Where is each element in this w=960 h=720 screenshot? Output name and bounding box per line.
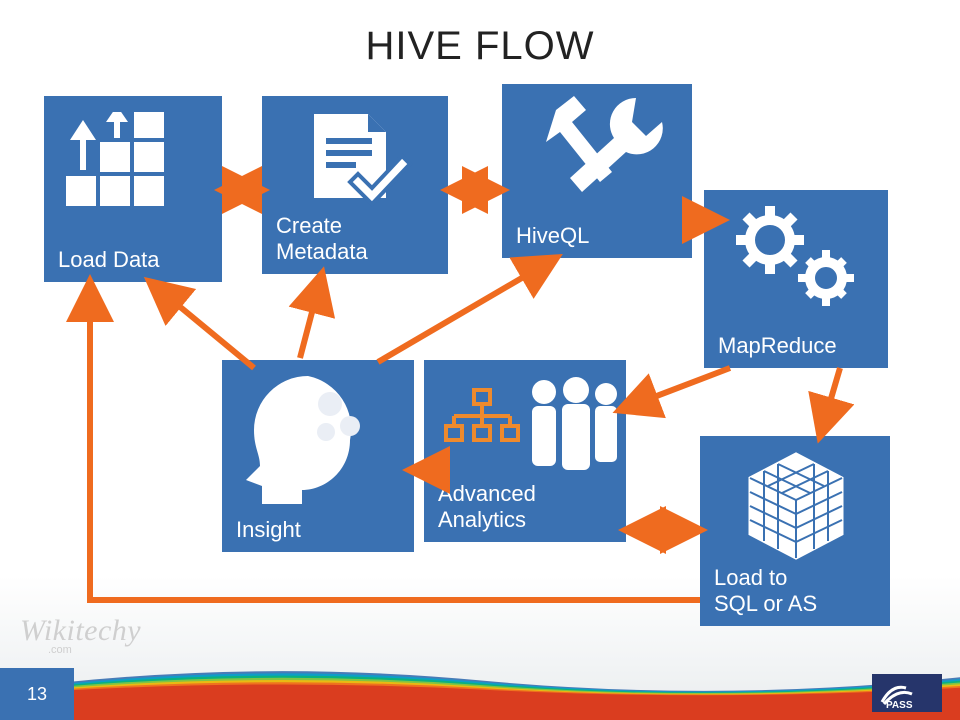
node-advanced-analytics: Advanced Analytics bbox=[424, 360, 626, 542]
node-label: MapReduce bbox=[718, 333, 876, 358]
tools-icon bbox=[526, 90, 666, 215]
node-hiveql: HiveQL bbox=[502, 84, 692, 258]
slide: HIVE FLOW Load Data bbox=[0, 0, 960, 720]
node-label: Load Data bbox=[58, 247, 210, 272]
load-data-icon bbox=[66, 112, 186, 227]
node-label: Insight bbox=[236, 517, 402, 542]
node-mapreduce: MapReduce bbox=[704, 190, 888, 368]
footer-band bbox=[0, 668, 960, 720]
head-gears-icon bbox=[238, 370, 398, 515]
node-label: Load to SQL or AS bbox=[714, 565, 878, 616]
node-insight: Insight bbox=[222, 360, 414, 552]
node-label: HiveQL bbox=[516, 223, 680, 248]
slide-title: HIVE FLOW bbox=[0, 24, 960, 69]
people-icon bbox=[520, 376, 624, 491]
gears-icon bbox=[726, 200, 866, 321]
cube-icon bbox=[730, 442, 860, 565]
node-load-data: Load Data bbox=[44, 96, 222, 282]
page-number-text: 13 bbox=[27, 684, 47, 705]
watermark-text: Wikitechy bbox=[20, 614, 141, 647]
org-chart-icon bbox=[442, 388, 522, 465]
svg-text:PASS: PASS bbox=[886, 700, 913, 711]
document-check-icon bbox=[296, 104, 414, 217]
node-load-sql: Load to SQL or AS bbox=[700, 436, 890, 626]
node-label: Create Metadata bbox=[276, 213, 436, 264]
watermark: Wikitechy .com bbox=[20, 614, 141, 656]
pass-logo: PASS bbox=[872, 674, 942, 712]
node-create-metadata: Create Metadata bbox=[262, 96, 448, 274]
page-number: 13 bbox=[0, 668, 74, 720]
